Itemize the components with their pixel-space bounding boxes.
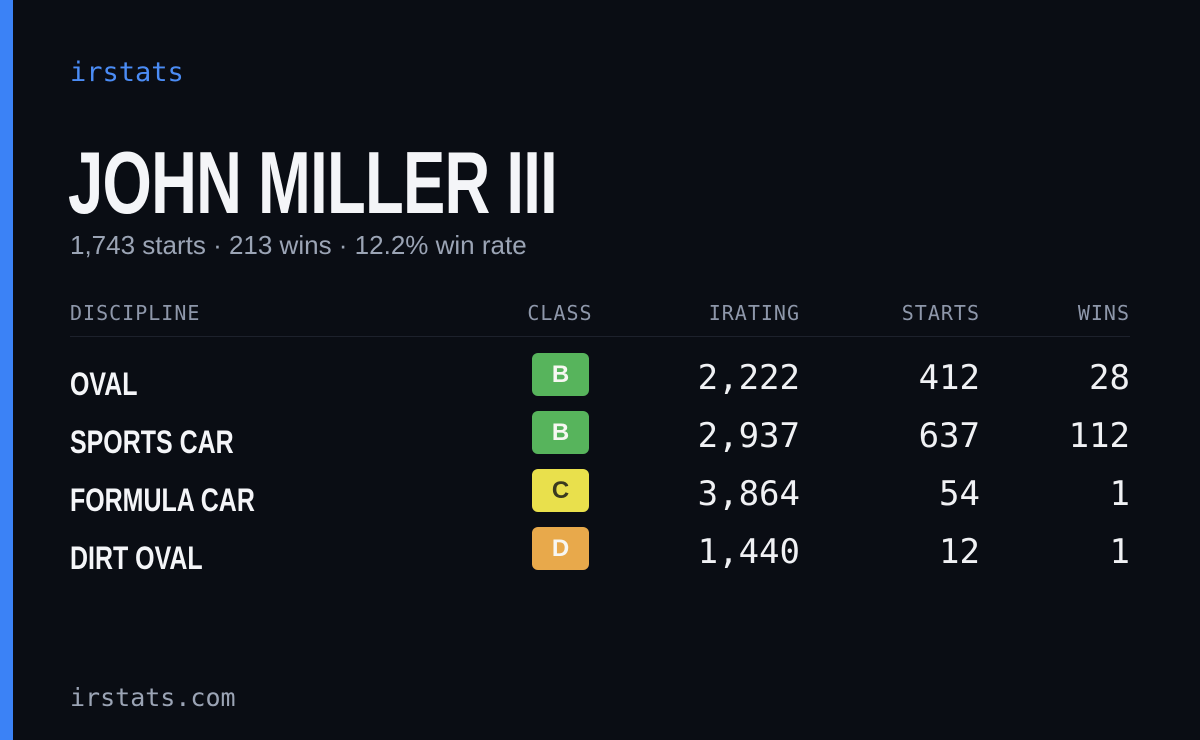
header-wins: WINS [1077, 301, 1130, 325]
irating: 2,222 [697, 358, 800, 398]
discipline: OVAL [70, 366, 138, 402]
brand: irstats [70, 57, 184, 88]
discipline: SPORTS CAR [70, 424, 234, 460]
irating: 1,440 [697, 532, 800, 572]
footer: irstats.com [70, 683, 236, 712]
irating: 3,864 [697, 474, 800, 514]
class-badge: B [532, 411, 589, 454]
irating: 2,937 [697, 416, 800, 456]
header-irating: IRATING [708, 301, 800, 325]
starts: 12 [939, 532, 980, 572]
class-badge: B [532, 353, 589, 396]
discipline: FORMULA CAR [70, 482, 255, 518]
accent-bar [0, 0, 13, 740]
wins: 1 [1109, 474, 1130, 514]
class-badge: D [532, 527, 589, 570]
header-starts: STARTS [901, 301, 980, 325]
starts: 637 [918, 416, 980, 456]
class-badge: C [532, 469, 589, 512]
summary: 1,743 starts · 213 wins · 12.2% win rate [70, 230, 527, 260]
wins: 112 [1068, 416, 1130, 456]
driver-name: JOHN MILLER III [68, 133, 558, 232]
starts: 54 [939, 474, 980, 514]
wins: 28 [1089, 358, 1130, 398]
discipline: DIRT OVAL [70, 540, 203, 576]
starts: 412 [918, 358, 980, 398]
header-discipline: DISCIPLINE [70, 301, 201, 325]
wins: 1 [1109, 532, 1130, 572]
header-rule [70, 336, 1130, 337]
header-class: CLASS [527, 301, 593, 325]
